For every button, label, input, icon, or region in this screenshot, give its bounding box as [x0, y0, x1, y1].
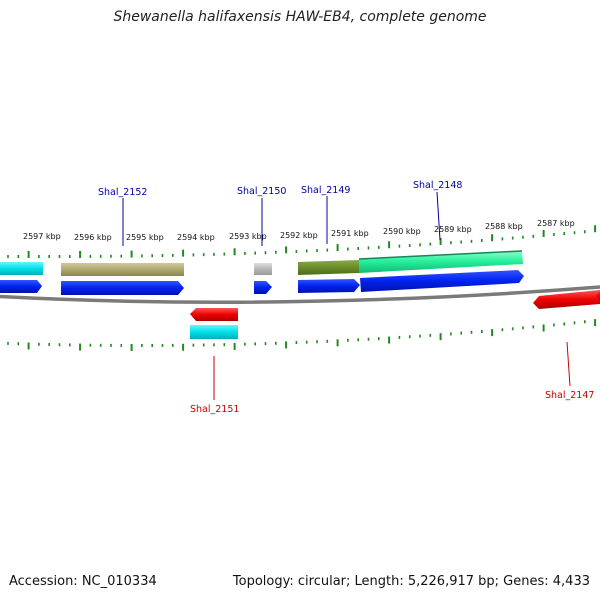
- tick-label-2594: 2594 kbp: [177, 233, 215, 242]
- gene-label-shal-2151[interactable]: Shal_2151: [190, 404, 239, 415]
- gene-label-shal-2152[interactable]: Shal_2152: [98, 187, 147, 198]
- gene-label-shal-2147[interactable]: Shal_2147: [545, 390, 594, 401]
- tick-label-2597: 2597 kbp: [23, 232, 61, 241]
- genome-summary-text: Topology: circular; Length: 5,226,917 bp…: [232, 574, 590, 589]
- feature-mint-rim: [358, 250, 523, 260]
- feature-gray[interactable]: [254, 263, 272, 275]
- gene-arrow-shal-2148[interactable]: [360, 270, 524, 292]
- feature-track-upper: [0, 250, 523, 276]
- leader-shal-2147: [566, 341, 571, 387]
- feature-cyan-left[interactable]: [0, 262, 43, 275]
- tick-label-2588: 2588 kbp: [485, 222, 523, 231]
- feature-cyan-reverse[interactable]: [190, 325, 238, 339]
- outer-tick-marks: [7, 225, 597, 258]
- gene-track-forward: [0, 270, 524, 295]
- tick-label-2595: 2595 kbp: [126, 233, 164, 242]
- scale-labels: 2597 kbp 2596 kbp 2595 kbp 2594 kbp 2593…: [23, 219, 575, 242]
- tick-label-2587: 2587 kbp: [537, 219, 575, 228]
- feature-khaki[interactable]: [61, 263, 184, 276]
- inner-tick-marks: [7, 319, 597, 351]
- gene-track-reverse: [190, 288, 600, 339]
- tick-label-2593: 2593 kbp: [229, 232, 267, 241]
- feature-mint[interactable]: [359, 251, 523, 273]
- accession-text: Accession: NC_010334: [9, 574, 157, 589]
- tick-label-2589: 2589 kbp: [434, 225, 472, 234]
- tick-label-2596: 2596 kbp: [74, 233, 112, 242]
- gene-arrow-shal-2151[interactable]: [190, 308, 238, 321]
- gene-labels: Shal_2152 Shal_2150 Shal_2149 Shal_2148 …: [98, 180, 594, 415]
- tick-label-2592: 2592 kbp: [280, 231, 318, 240]
- gene-arrow-reverse-right[interactable]: [596, 288, 600, 303]
- label-leaders: [122, 191, 571, 400]
- gene-arrow-shal-2147[interactable]: [533, 290, 600, 309]
- gene-arrow-shal-2152[interactable]: [61, 281, 184, 295]
- tick-label-2590: 2590 kbp: [383, 227, 421, 236]
- gene-arrow-shal-2149[interactable]: [298, 279, 360, 293]
- genome-backbone: [0, 285, 600, 304]
- gene-label-shal-2148[interactable]: Shal_2148: [413, 180, 462, 191]
- gene-label-shal-2149[interactable]: Shal_2149: [301, 185, 350, 196]
- feature-olive[interactable]: [298, 260, 359, 275]
- leader-shal-2148: [436, 191, 441, 241]
- map-title: Shewanella halifaxensis HAW-EB4, complet…: [113, 9, 487, 25]
- gene-arrow-forward-left[interactable]: [0, 280, 42, 293]
- gene-arrow-shal-2150[interactable]: [254, 281, 272, 294]
- gene-label-shal-2150[interactable]: Shal_2150: [237, 186, 286, 197]
- tick-label-2591: 2591 kbp: [331, 229, 369, 238]
